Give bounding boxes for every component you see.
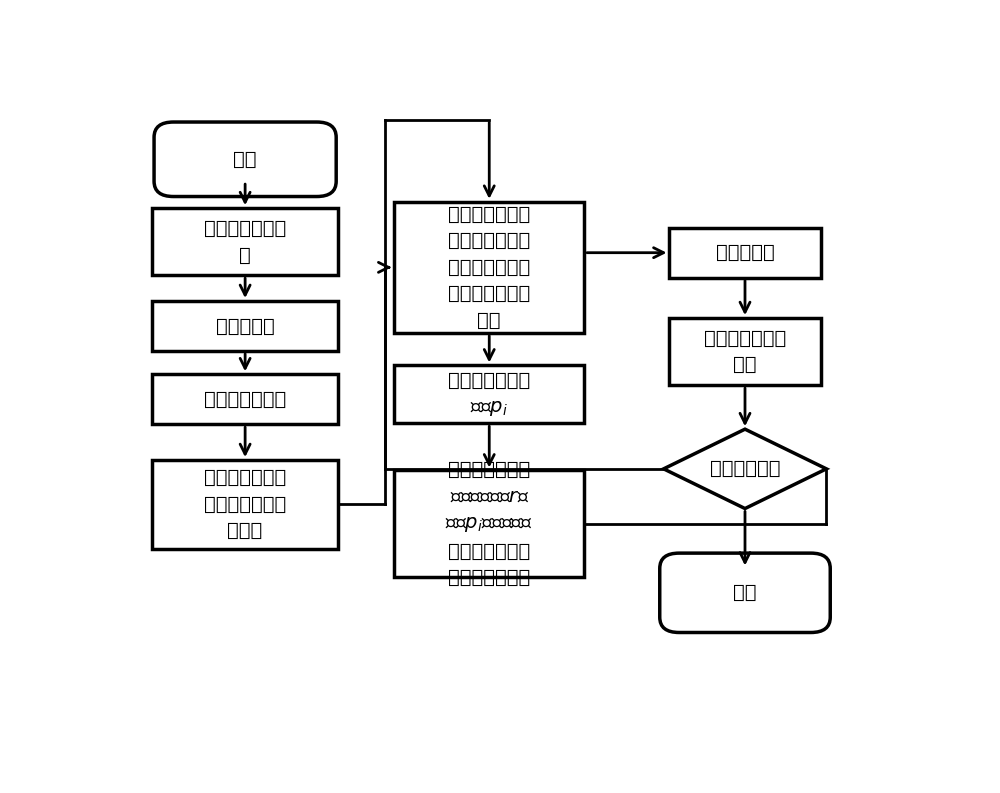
Bar <box>394 470 584 577</box>
Text: 侦察蜂阶段: 侦察蜂阶段 <box>716 243 774 262</box>
Text: 参数初始化: 参数初始化 <box>216 316 274 335</box>
Bar <box>669 318 821 385</box>
Bar <box>152 301 338 351</box>
Bar <box>152 374 338 424</box>
Polygon shape <box>664 429 826 508</box>
Bar <box>394 366 584 423</box>
Text: 食物源选择概率
计算$p_i$: 食物源选择概率 计算$p_i$ <box>448 370 530 418</box>
Text: 开始: 开始 <box>233 150 257 169</box>
Text: 结束: 结束 <box>733 584 757 603</box>
Text: 记忆最好的节点
部署: 记忆最好的节点 部署 <box>704 329 786 374</box>
Text: 评估每个食物源
的网络平均链路
可靠度: 评估每个食物源 的网络平均链路 可靠度 <box>204 469 286 540</box>
Text: 雇佣蜂阶段，采
用基于适应值的
搜索方式，通过
贪婪算法选择更
好解: 雇佣蜂阶段，采 用基于适应值的 搜索方式，通过 贪婪算法选择更 好解 <box>448 205 530 330</box>
Text: 跟随峰阶段，通
过生成随机数$r$，
并同$p_i$比较判断是
否该跟随蜂进行
同雇佣蜂的过程: 跟随峰阶段，通 过生成随机数$r$， 并同$p_i$比较判断是 否该跟随蜂进行 … <box>445 460 533 588</box>
Bar <box>669 228 821 278</box>
Text: 初始食物源形成: 初始食物源形成 <box>204 389 286 408</box>
FancyBboxPatch shape <box>154 122 336 197</box>
Text: 监测区域点集划
分: 监测区域点集划 分 <box>204 219 286 264</box>
Bar <box>152 208 338 275</box>
FancyBboxPatch shape <box>660 554 830 633</box>
Bar <box>152 460 338 549</box>
Text: 循环是否结束: 循环是否结束 <box>710 459 780 478</box>
Bar <box>394 201 584 333</box>
